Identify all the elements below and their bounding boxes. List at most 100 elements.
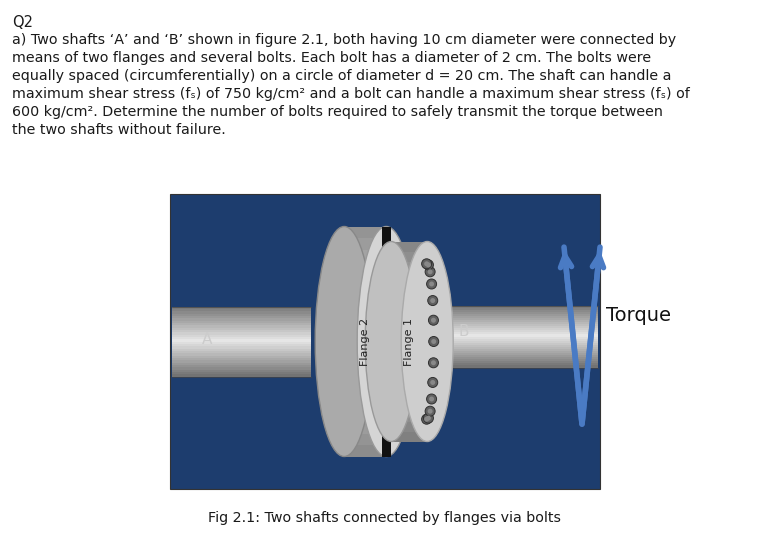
Bar xyxy=(172,318,312,321)
Circle shape xyxy=(431,317,436,323)
Bar xyxy=(172,341,312,344)
Bar xyxy=(172,346,312,348)
Circle shape xyxy=(430,380,435,385)
Circle shape xyxy=(425,267,435,277)
Bar xyxy=(420,312,598,314)
Bar xyxy=(420,305,598,307)
Circle shape xyxy=(427,409,433,414)
Bar xyxy=(391,341,427,351)
Bar xyxy=(420,324,598,326)
Bar xyxy=(391,321,427,331)
Bar xyxy=(420,335,598,336)
Bar xyxy=(172,362,312,365)
Bar xyxy=(391,362,427,372)
Bar xyxy=(420,366,598,367)
Bar xyxy=(391,351,427,362)
Circle shape xyxy=(428,358,438,368)
Bar xyxy=(172,311,312,314)
Bar xyxy=(172,316,312,318)
Circle shape xyxy=(423,260,434,270)
Bar xyxy=(420,336,598,338)
Bar xyxy=(172,321,312,323)
Bar xyxy=(344,238,386,249)
Bar xyxy=(172,339,312,341)
Bar xyxy=(172,348,312,351)
Bar xyxy=(344,365,386,376)
Text: maximum shear stress (fₛ) of 750 kg/cm² and a bolt can handle a maximum shear st: maximum shear stress (fₛ) of 750 kg/cm² … xyxy=(12,87,690,101)
Circle shape xyxy=(431,360,436,365)
Bar xyxy=(420,353,598,355)
Circle shape xyxy=(428,315,438,325)
Circle shape xyxy=(424,417,429,422)
Bar xyxy=(420,357,598,359)
Text: B: B xyxy=(458,324,469,339)
Text: 600 kg/cm². Determine the number of bolts required to safely transmit the torque: 600 kg/cm². Determine the number of bolt… xyxy=(12,105,663,119)
Bar xyxy=(391,432,427,442)
Circle shape xyxy=(423,413,434,423)
Bar xyxy=(172,344,312,346)
Bar xyxy=(420,347,598,349)
Bar xyxy=(420,341,598,343)
Bar xyxy=(172,356,312,358)
Bar xyxy=(172,370,312,372)
Bar xyxy=(344,249,386,261)
Bar xyxy=(172,335,312,337)
Bar xyxy=(172,323,312,325)
Bar xyxy=(420,314,598,316)
Circle shape xyxy=(430,298,435,303)
Bar xyxy=(391,392,427,402)
Bar xyxy=(420,316,598,318)
Bar xyxy=(172,351,312,353)
Bar xyxy=(420,338,598,341)
Bar xyxy=(391,382,427,392)
Text: Flange 2: Flange 2 xyxy=(361,317,370,366)
Bar xyxy=(420,320,598,322)
Text: the two shafts without failure.: the two shafts without failure. xyxy=(12,123,226,137)
Bar xyxy=(344,376,386,387)
Bar xyxy=(172,353,312,356)
Bar xyxy=(172,337,312,339)
Bar xyxy=(420,343,598,345)
Bar xyxy=(420,349,598,351)
Bar xyxy=(391,271,427,281)
Bar xyxy=(344,273,386,284)
Bar xyxy=(344,307,386,319)
Ellipse shape xyxy=(315,227,373,456)
Circle shape xyxy=(429,281,434,286)
Bar xyxy=(344,330,386,341)
Bar xyxy=(391,261,427,271)
Bar xyxy=(391,372,427,382)
Bar xyxy=(420,318,598,320)
Bar xyxy=(344,422,386,433)
Bar xyxy=(344,295,386,307)
Bar xyxy=(420,322,598,324)
Bar xyxy=(344,341,386,353)
Circle shape xyxy=(429,397,434,402)
Bar xyxy=(344,387,386,399)
Text: Flange 1: Flange 1 xyxy=(404,317,414,366)
Bar xyxy=(391,311,427,321)
Bar xyxy=(344,261,386,273)
Bar xyxy=(420,359,598,361)
Bar xyxy=(420,326,598,328)
Bar xyxy=(391,412,427,422)
Bar xyxy=(391,402,427,412)
Circle shape xyxy=(424,261,429,266)
Bar xyxy=(172,332,312,335)
Bar xyxy=(172,330,312,332)
Text: Fig 2.1: Two shafts connected by flanges via bolts: Fig 2.1: Two shafts connected by flanges… xyxy=(208,511,562,525)
Circle shape xyxy=(426,263,431,268)
Circle shape xyxy=(426,416,431,420)
Bar xyxy=(170,194,600,489)
Bar xyxy=(420,310,598,312)
Bar xyxy=(420,363,598,366)
Text: Q2: Q2 xyxy=(12,15,33,30)
Bar xyxy=(172,306,312,309)
Bar xyxy=(420,328,598,330)
Bar xyxy=(391,422,427,432)
Circle shape xyxy=(425,406,435,416)
Bar xyxy=(391,331,427,341)
Ellipse shape xyxy=(365,242,417,442)
Bar xyxy=(172,374,312,377)
Circle shape xyxy=(427,377,437,387)
